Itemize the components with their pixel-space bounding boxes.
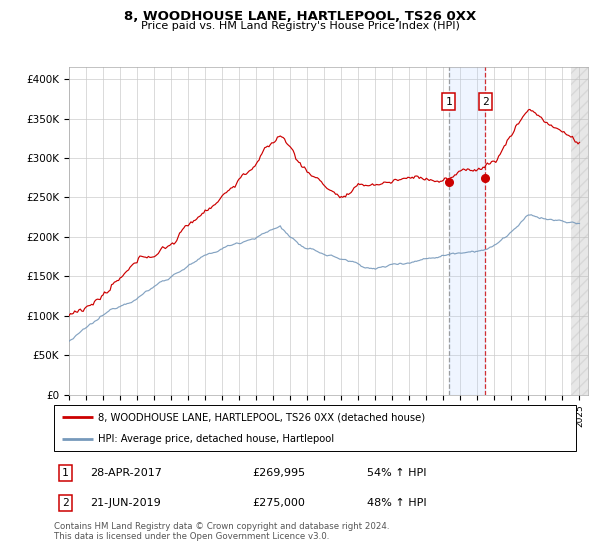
Text: £275,000: £275,000 (253, 498, 305, 508)
Text: 48% ↑ HPI: 48% ↑ HPI (367, 498, 427, 508)
Text: £269,995: £269,995 (253, 468, 305, 478)
Text: 21-JUN-2019: 21-JUN-2019 (91, 498, 161, 508)
Text: Price paid vs. HM Land Registry's House Price Index (HPI): Price paid vs. HM Land Registry's House … (140, 21, 460, 31)
Text: HPI: Average price, detached house, Hartlepool: HPI: Average price, detached house, Hart… (98, 435, 334, 444)
Text: 28-APR-2017: 28-APR-2017 (91, 468, 163, 478)
Text: 1: 1 (445, 96, 452, 106)
Text: 2: 2 (482, 96, 489, 106)
Text: 1: 1 (62, 468, 69, 478)
Text: 8, WOODHOUSE LANE, HARTLEPOOL, TS26 0XX: 8, WOODHOUSE LANE, HARTLEPOOL, TS26 0XX (124, 10, 476, 23)
Bar (571, 67, 588, 395)
Text: 2: 2 (62, 498, 69, 508)
Text: 54% ↑ HPI: 54% ↑ HPI (367, 468, 427, 478)
Bar (449, 67, 485, 395)
Bar (571, 67, 588, 395)
Text: Contains HM Land Registry data © Crown copyright and database right 2024.
This d: Contains HM Land Registry data © Crown c… (54, 522, 389, 542)
Text: 8, WOODHOUSE LANE, HARTLEPOOL, TS26 0XX (detached house): 8, WOODHOUSE LANE, HARTLEPOOL, TS26 0XX … (98, 412, 425, 422)
